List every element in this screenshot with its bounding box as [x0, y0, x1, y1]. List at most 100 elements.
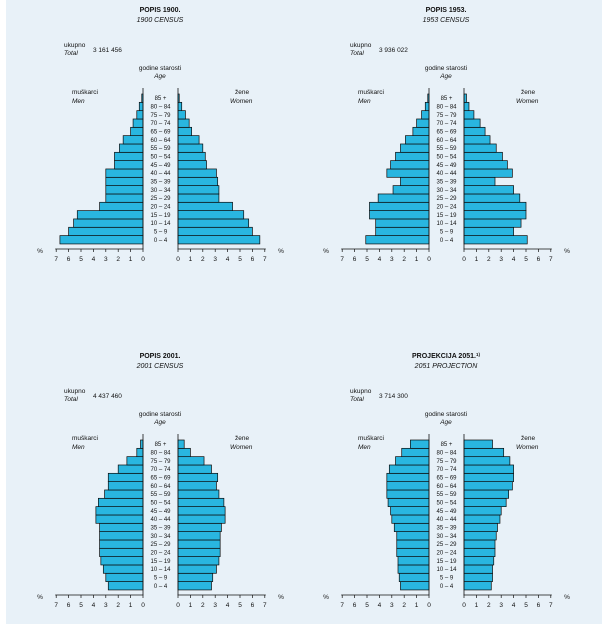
men-bar	[99, 547, 144, 557]
men-bar	[99, 522, 144, 532]
women-bar	[463, 235, 528, 245]
men-bar	[104, 489, 144, 499]
age-group-label: 85 +	[155, 96, 167, 102]
women-bar	[177, 151, 206, 161]
women-bar	[463, 168, 513, 178]
women-tick-label: 4	[512, 256, 516, 263]
men-bar	[396, 531, 430, 541]
men-bar	[397, 564, 430, 574]
women-tick-label: 4	[226, 256, 230, 263]
men-bar	[126, 456, 144, 466]
women-bar	[177, 218, 250, 228]
age-group-label: 0 – 4	[440, 584, 454, 590]
men-bar	[386, 481, 430, 491]
men-bar	[117, 464, 144, 474]
men-bar	[405, 135, 430, 145]
women-tick-label: 6	[537, 256, 541, 263]
men-tick-label: 4	[378, 256, 382, 263]
women-bar	[463, 564, 493, 574]
women-tick-label: 7	[263, 256, 267, 263]
men-bar	[395, 151, 430, 161]
age-group-label: 30 – 34	[150, 188, 171, 194]
chart-subtitle: 1900 CENSUS	[137, 17, 184, 24]
women-bar	[463, 185, 514, 195]
age-group-label: 25 – 29	[150, 196, 171, 202]
men-bar	[398, 572, 430, 582]
women-bar	[177, 556, 220, 566]
men-tick-label: 1	[415, 602, 419, 609]
men-tick-label: 3	[390, 256, 394, 263]
men-bar	[73, 218, 144, 228]
women-bar	[177, 235, 261, 245]
women-bar	[177, 210, 245, 220]
age-group-label: 20 – 24	[436, 204, 457, 210]
men-bar	[377, 193, 430, 203]
men-bar	[98, 497, 144, 507]
women-label: žene	[235, 435, 249, 442]
women-bar	[463, 176, 496, 186]
age-group-label: 70 – 74	[150, 121, 171, 127]
age-group-label: 30 – 34	[150, 534, 171, 540]
age-axis-label: godine starosti	[425, 411, 467, 418]
pyramid-panel-4: PROJEKCIJA 2051.1) 2051 PROJECTION ukupnoT…	[323, 352, 570, 610]
women-bar	[463, 135, 491, 145]
total-label: ukupno	[64, 388, 86, 395]
women-bar	[463, 447, 505, 458]
age-group-label: 45 – 49	[150, 509, 171, 515]
men-tick-label: 1	[415, 256, 419, 263]
age-group-label: 70 – 74	[436, 121, 457, 127]
age-group-label: 75 – 79	[150, 459, 171, 465]
women-bar	[177, 531, 221, 541]
women-bar	[463, 126, 486, 136]
men-bar	[410, 439, 430, 449]
women-tick-label: 1	[189, 602, 193, 609]
age-group-label: 35 – 39	[436, 526, 457, 532]
women-tick-label: 3	[213, 602, 217, 609]
chart-title: POPIS 2001.	[140, 353, 181, 360]
men-tick-label: 6	[67, 256, 71, 263]
men-bar	[375, 226, 430, 236]
chart-subtitle: 2001 CENSUS	[136, 363, 184, 370]
men-label: muškarci	[72, 89, 98, 96]
women-bar	[177, 135, 200, 145]
women-bar	[463, 151, 503, 161]
men-tick-label: 1	[129, 602, 133, 609]
age-group-label: 35 – 39	[150, 526, 171, 532]
men-tick-label: 3	[390, 602, 394, 609]
women-label-en: Women	[230, 98, 253, 105]
women-label-en: Women	[230, 444, 253, 451]
women-bar	[177, 118, 190, 128]
men-tick-label: 5	[365, 602, 369, 609]
men-bar	[416, 118, 430, 128]
women-label: žene	[521, 89, 535, 96]
age-group-label: 25 – 29	[150, 542, 171, 548]
women-tick-label: 0	[462, 602, 466, 609]
women-bar	[177, 581, 212, 591]
age-group-label: 60 – 64	[150, 138, 171, 144]
men-bar	[76, 210, 144, 220]
age-group-label: 15 – 19	[436, 559, 457, 565]
women-tick-label: 2	[487, 256, 491, 263]
men-tick-label: 2	[402, 602, 406, 609]
men-bar	[136, 110, 144, 120]
age-group-label: 25 – 29	[436, 542, 457, 548]
women-bar	[463, 514, 501, 524]
men-bar	[390, 160, 430, 170]
age-group-label: 50 – 54	[436, 501, 457, 507]
percent-label-left: %	[323, 248, 329, 255]
women-bar	[177, 481, 217, 491]
women-bar	[463, 101, 470, 112]
age-group-label: 65 – 69	[150, 476, 171, 482]
women-bar	[463, 522, 498, 532]
men-bar	[114, 160, 144, 170]
women-bar	[177, 193, 220, 203]
age-group-label: 50 – 54	[150, 501, 171, 507]
age-group-label: 65 – 69	[436, 130, 457, 136]
women-tick-label: 0	[176, 256, 180, 263]
age-group-label: 0 – 4	[154, 584, 168, 590]
men-bar	[386, 472, 430, 482]
age-group-label: 20 – 24	[436, 550, 457, 556]
men-bar	[100, 556, 144, 566]
age-group-label: 75 – 79	[150, 113, 171, 119]
